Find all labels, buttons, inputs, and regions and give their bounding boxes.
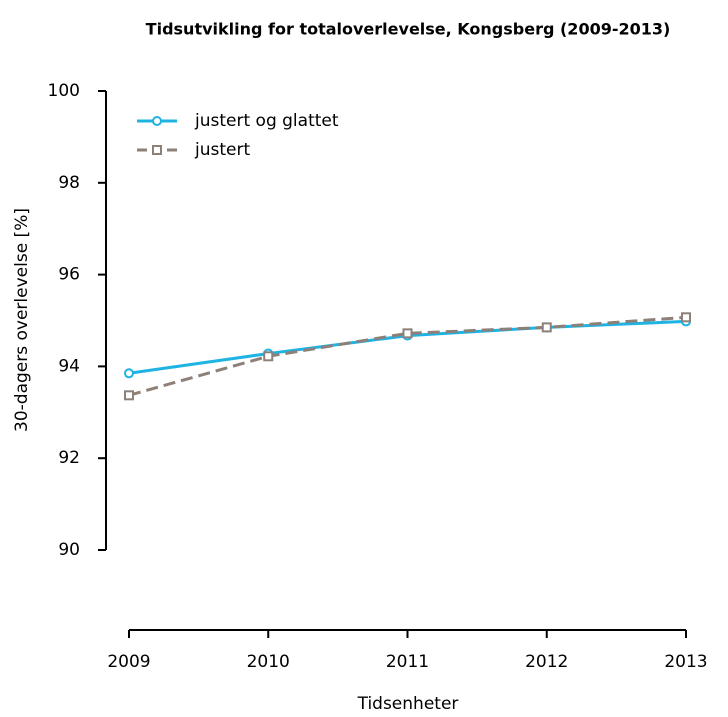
point bbox=[541, 322, 552, 333]
legend-label: justert og glattet bbox=[194, 111, 339, 131]
y-tick-label: 94 bbox=[58, 356, 80, 376]
legend-marker bbox=[152, 116, 162, 126]
chart-title: Tidsutvikling for totaloverlevelse, Kong… bbox=[146, 20, 671, 39]
y-tick-label: 92 bbox=[58, 448, 80, 468]
legend-label: justert bbox=[194, 140, 250, 160]
x-tick-label: 2010 bbox=[247, 652, 290, 672]
x-axis-label: Tidsenheter bbox=[357, 694, 459, 714]
point bbox=[124, 390, 134, 401]
legend-marker bbox=[152, 145, 162, 155]
point bbox=[263, 351, 274, 362]
x-tick-label: 2009 bbox=[107, 652, 150, 672]
y-tick-label: 98 bbox=[58, 173, 80, 193]
x-tick-label: 2011 bbox=[386, 652, 429, 672]
point bbox=[681, 312, 691, 323]
y-tick-label: 96 bbox=[58, 265, 80, 285]
x-tick-label: 2013 bbox=[664, 652, 707, 672]
point bbox=[402, 328, 413, 339]
y-tick-label: 100 bbox=[48, 81, 80, 101]
point bbox=[124, 368, 134, 379]
y-tick-label: 90 bbox=[58, 540, 80, 560]
y-axis-label: 30-dagers overlevelse [%] bbox=[12, 208, 32, 432]
x-tick-label: 2012 bbox=[525, 652, 568, 672]
series-line bbox=[128, 315, 687, 397]
